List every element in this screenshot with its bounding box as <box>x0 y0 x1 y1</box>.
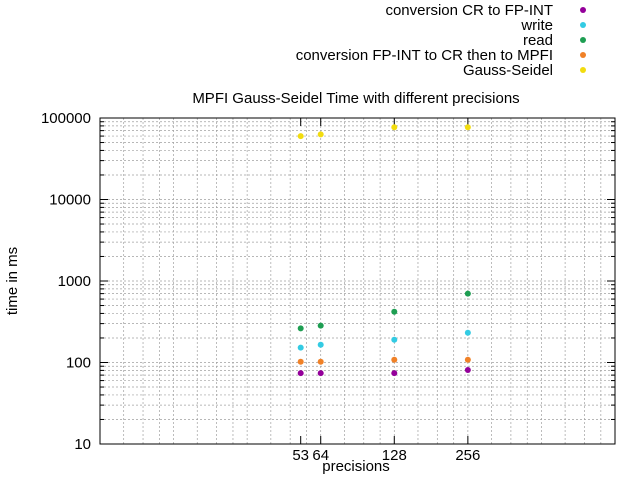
data-point <box>464 356 471 363</box>
legend-label: read <box>523 32 553 49</box>
chart-title: MPFI Gauss-Seidel Time with different pr… <box>192 90 519 107</box>
data-point <box>464 124 471 131</box>
legend: conversion CR to FP-INTwritereadconversi… <box>296 2 586 79</box>
y-tick-label: 1000 <box>58 273 91 290</box>
x-axis-label: precisions <box>322 458 390 475</box>
data-point <box>317 322 324 329</box>
data-point <box>317 358 324 365</box>
data-point <box>297 344 304 351</box>
data-point <box>297 133 304 140</box>
y-tick-label: 10000 <box>49 192 91 209</box>
x-tick-label: 256 <box>455 447 480 464</box>
legend-marker <box>580 67 586 73</box>
tick-marks <box>100 118 615 444</box>
legend-label: write <box>520 17 553 34</box>
legend-label: Gauss-Seidel <box>463 62 553 79</box>
data-point <box>391 336 398 343</box>
data-point <box>464 290 471 297</box>
data-point <box>391 308 398 315</box>
legend-marker <box>580 37 586 43</box>
y-tick-label: 100 <box>66 355 91 372</box>
x-tick-label: 128 <box>382 447 407 464</box>
y-tick-label: 100000 <box>41 110 91 127</box>
data-point <box>317 370 324 377</box>
data-point <box>297 370 304 377</box>
y-axis-label: time in ms <box>4 247 21 315</box>
legend-label: conversion FP-INT to CR then to MPFI <box>296 47 553 64</box>
legend-marker <box>580 7 586 13</box>
data-point <box>297 358 304 365</box>
x-tick-label: 53 <box>292 447 309 464</box>
y-tick-labels: 10 100 1000 10000 100000 <box>41 110 91 453</box>
data-point <box>464 329 471 336</box>
y-tick-label: 10 <box>74 436 91 453</box>
data-point <box>391 124 398 131</box>
legend-marker <box>580 22 586 28</box>
x-tick-labels: 53 64 128 256 <box>292 447 480 464</box>
grid <box>100 118 615 444</box>
data-point <box>391 356 398 363</box>
data-point <box>297 325 304 332</box>
data-point <box>391 370 398 377</box>
legend-marker <box>580 52 586 58</box>
data-point <box>317 131 324 138</box>
legend-label: conversion CR to FP-INT <box>385 2 553 19</box>
x-tick-label: 64 <box>312 447 329 464</box>
data-points <box>297 124 471 377</box>
data-point <box>464 366 471 373</box>
data-point <box>317 341 324 348</box>
